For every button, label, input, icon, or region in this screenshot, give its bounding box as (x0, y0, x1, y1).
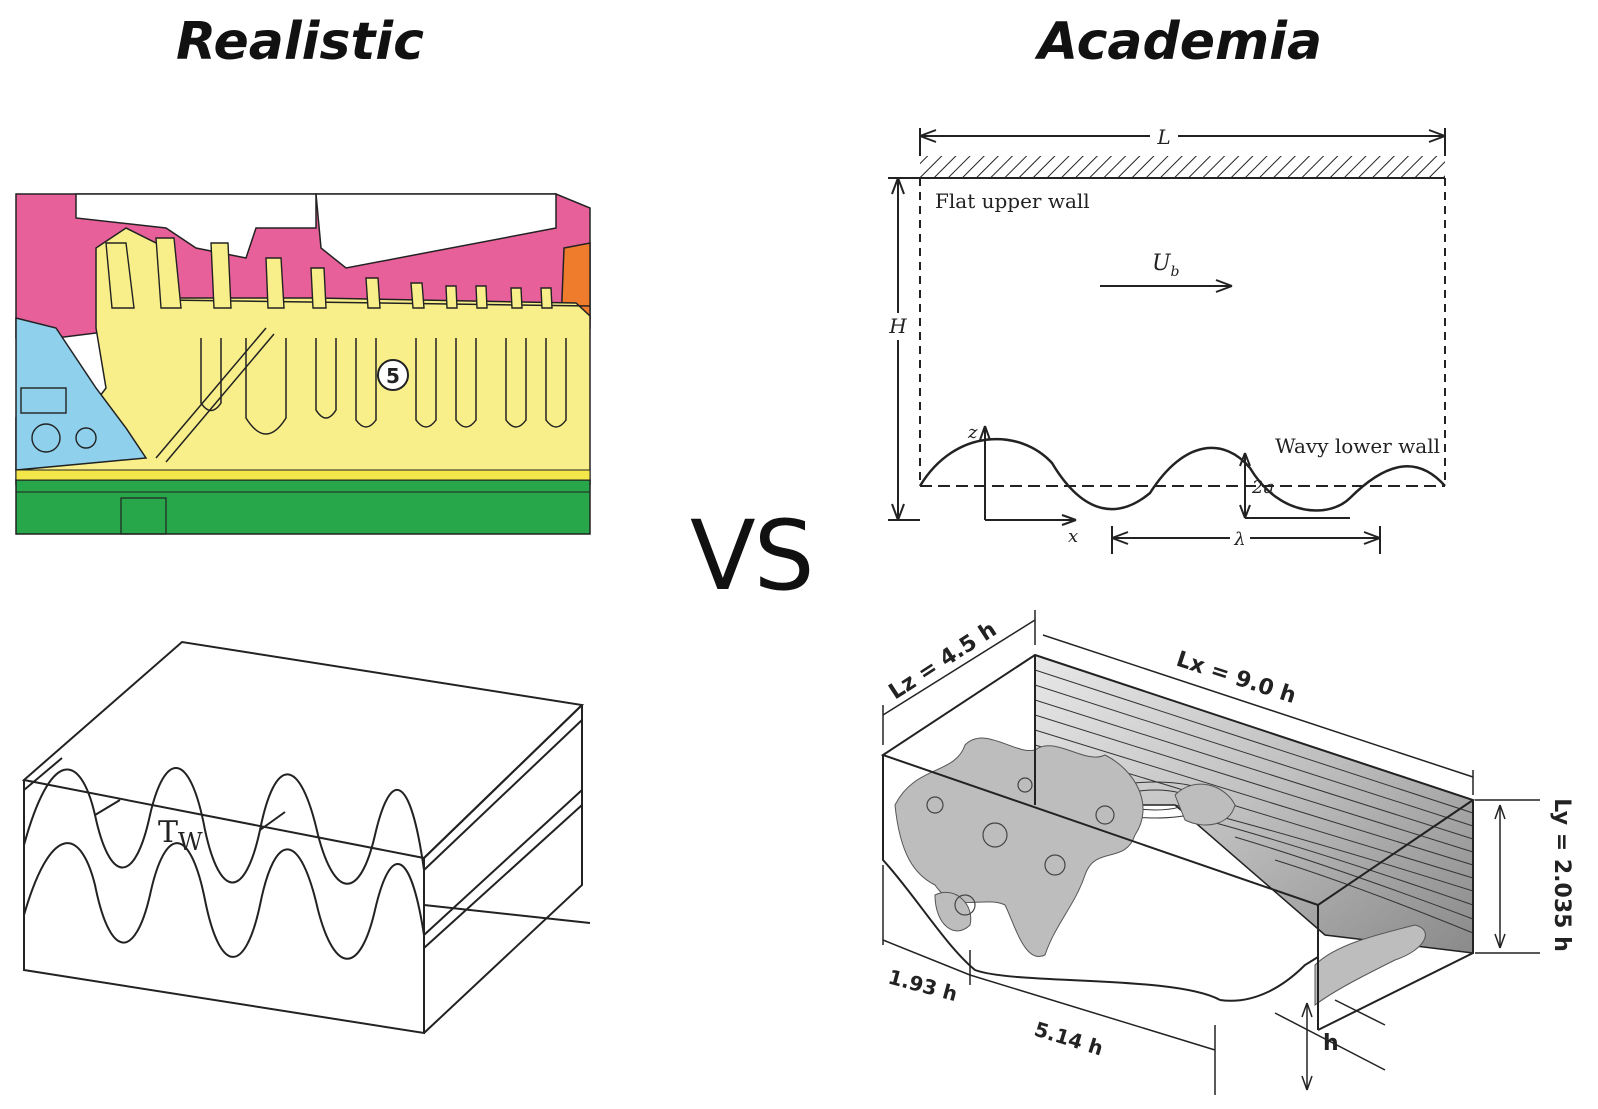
turbine-marker-circle (377, 359, 409, 391)
periodic-hill-diagram: Lz = 4.5 h Lx = 9.0 h Ly = 2.035 h 1.93 … (880, 610, 1574, 1095)
height-label: H (888, 314, 907, 338)
lx-label: Lx = 9.0 h (1173, 647, 1299, 709)
hill-height-label: h (1323, 1031, 1339, 1056)
lower-wall-label: Wavy lower wall (1275, 434, 1440, 458)
academia-heading: Academia (1037, 12, 1323, 72)
wavy-block-diagram: TW (21, 640, 591, 1035)
wavy-block-label: TW (158, 815, 203, 856)
turbine-marker-label: 5 (386, 364, 400, 388)
upper-wall-label: Flat upper wall (935, 189, 1090, 213)
z-axis-label: z (967, 422, 978, 443)
flat-length-label: 5.14 h (1032, 1017, 1106, 1061)
length-label: L (1156, 125, 1170, 149)
turbine-shaft (15, 479, 591, 535)
vs-label: VS (690, 500, 815, 612)
wavy-channel-diagram: L H Flat upper wall Wavy lower wall Ub z… (888, 125, 1446, 554)
turbine-cross-section: 5 (15, 188, 591, 535)
hill-length-label: 1.93 h (886, 965, 960, 1006)
realistic-heading: Realistic (176, 12, 424, 72)
amplitude-label: 2a (1251, 477, 1274, 498)
x-axis-label: x (1068, 526, 1078, 547)
wavelength-label: λ (1233, 529, 1245, 550)
ly-label: Ly = 2.035 h (1549, 798, 1574, 952)
lz-label: Lz = 4.5 h (885, 617, 1002, 705)
velocity-label: Ub (1152, 251, 1180, 280)
